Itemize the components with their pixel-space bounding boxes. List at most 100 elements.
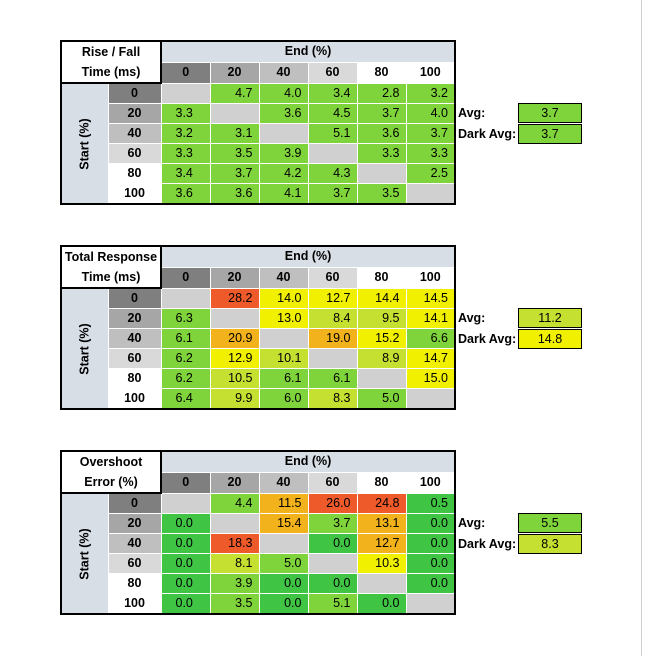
- column-header-60: 60: [307, 61, 358, 84]
- avg-label: Avg:: [458, 311, 486, 325]
- row-header-80: 80: [107, 163, 162, 184]
- empty-cell: [405, 593, 456, 615]
- empty-cell: [209, 513, 260, 534]
- value-cell: 3.6: [160, 183, 211, 205]
- value-cell: 0.0: [405, 553, 456, 574]
- dark-avg-label: Dark Avg:: [458, 332, 517, 346]
- dark-avg-value: 8.3: [518, 534, 582, 554]
- value-cell: 20.9: [209, 328, 260, 349]
- table-title-line1: Overshoot: [79, 455, 143, 469]
- avg-value: 3.7: [518, 103, 582, 123]
- value-cell: 3.7: [356, 103, 407, 124]
- value-cell: 0.0: [258, 593, 309, 615]
- column-header-20: 20: [209, 266, 260, 289]
- column-header-40: 40: [258, 471, 309, 494]
- value-cell: 0.5: [405, 492, 456, 514]
- column-header-20: 20: [209, 471, 260, 494]
- value-cell: 10.3: [356, 553, 407, 574]
- value-cell: 14.7: [405, 348, 456, 369]
- end-axis-label: End (%): [160, 244, 456, 268]
- empty-cell: [307, 143, 358, 164]
- empty-cell: [160, 492, 211, 514]
- value-cell: 0.0: [356, 593, 407, 615]
- value-cell: 9.9: [209, 388, 260, 410]
- value-cell: 5.1: [307, 123, 358, 144]
- value-cell: 15.0: [405, 368, 456, 389]
- row-header-0: 0: [107, 287, 162, 309]
- value-cell: 0.0: [405, 533, 456, 554]
- column-header-80: 80: [356, 266, 407, 289]
- value-cell: 4.7: [209, 82, 260, 104]
- empty-cell: [356, 573, 407, 594]
- value-cell: 3.2: [160, 123, 211, 144]
- value-cell: 9.5: [356, 308, 407, 329]
- start-axis-text: Start (%): [77, 322, 92, 375]
- value-cell: 4.5: [307, 103, 358, 124]
- row-header-100: 100: [107, 593, 162, 615]
- value-cell: 14.0: [258, 287, 309, 309]
- value-cell: 3.3: [405, 143, 456, 164]
- row-header-40: 40: [107, 123, 162, 144]
- value-cell: 2.8: [356, 82, 407, 104]
- value-cell: 6.1: [258, 368, 309, 389]
- value-cell: 4.4: [209, 492, 260, 514]
- row-header-80: 80: [107, 368, 162, 389]
- row-header-100: 100: [107, 183, 162, 205]
- empty-cell: [160, 287, 211, 309]
- data-grid: Total Response Time (ms) End (%) 0 20 40 60 80 1…: [60, 244, 456, 410]
- value-cell: 3.7: [209, 163, 260, 184]
- value-cell: 0.0: [160, 513, 211, 534]
- value-cell: 11.5: [258, 492, 309, 514]
- column-header-60: 60: [307, 471, 358, 494]
- table-title-line2: Time (ms): [81, 270, 141, 284]
- table-title: Rise / Fall Time (ms): [60, 40, 162, 84]
- row-header-20: 20: [107, 513, 162, 534]
- start-axis-text: Start (%): [77, 117, 92, 170]
- value-cell: 4.0: [258, 82, 309, 104]
- value-cell: 10.5: [209, 368, 260, 389]
- row-header-80: 80: [107, 573, 162, 594]
- row-header-60: 60: [107, 348, 162, 369]
- row-header-60: 60: [107, 143, 162, 164]
- value-cell: 5.0: [258, 553, 309, 574]
- page-edge: [641, 0, 642, 656]
- column-header-40: 40: [258, 61, 309, 84]
- row-header-60: 60: [107, 553, 162, 574]
- value-cell: 0.0: [160, 533, 211, 554]
- value-cell: 3.5: [209, 593, 260, 615]
- value-cell: 6.0: [258, 388, 309, 410]
- dark-avg-label: Dark Avg:: [458, 537, 517, 551]
- value-cell: 3.7: [307, 513, 358, 534]
- avg-label: Avg:: [458, 516, 486, 530]
- value-cell: 3.4: [307, 82, 358, 104]
- value-cell: 3.9: [258, 143, 309, 164]
- row-header-40: 40: [107, 328, 162, 349]
- value-cell: 3.6: [209, 183, 260, 205]
- dark-avg-value: 14.8: [518, 329, 582, 349]
- value-cell: 14.1: [405, 308, 456, 329]
- end-axis-label: End (%): [160, 449, 456, 473]
- value-cell: 4.2: [258, 163, 309, 184]
- empty-cell: [258, 533, 309, 554]
- value-cell: 3.7: [307, 183, 358, 205]
- empty-cell: [209, 308, 260, 329]
- row-header-0: 0: [107, 492, 162, 514]
- empty-cell: [405, 183, 456, 205]
- value-cell: 0.0: [258, 573, 309, 594]
- value-cell: 8.4: [307, 308, 358, 329]
- value-cell: 15.4: [258, 513, 309, 534]
- value-cell: 6.2: [160, 348, 211, 369]
- empty-cell: [307, 553, 358, 574]
- avg-label: Avg:: [458, 106, 486, 120]
- value-cell: 3.4: [160, 163, 211, 184]
- value-cell: 24.8: [356, 492, 407, 514]
- value-cell: 3.6: [356, 123, 407, 144]
- avg-value: 5.5: [518, 513, 582, 533]
- column-header-100: 100: [405, 61, 456, 84]
- value-cell: 6.2: [160, 368, 211, 389]
- column-header-80: 80: [356, 61, 407, 84]
- empty-cell: [209, 103, 260, 124]
- value-cell: 10.1: [258, 348, 309, 369]
- end-axis-label: End (%): [160, 39, 456, 63]
